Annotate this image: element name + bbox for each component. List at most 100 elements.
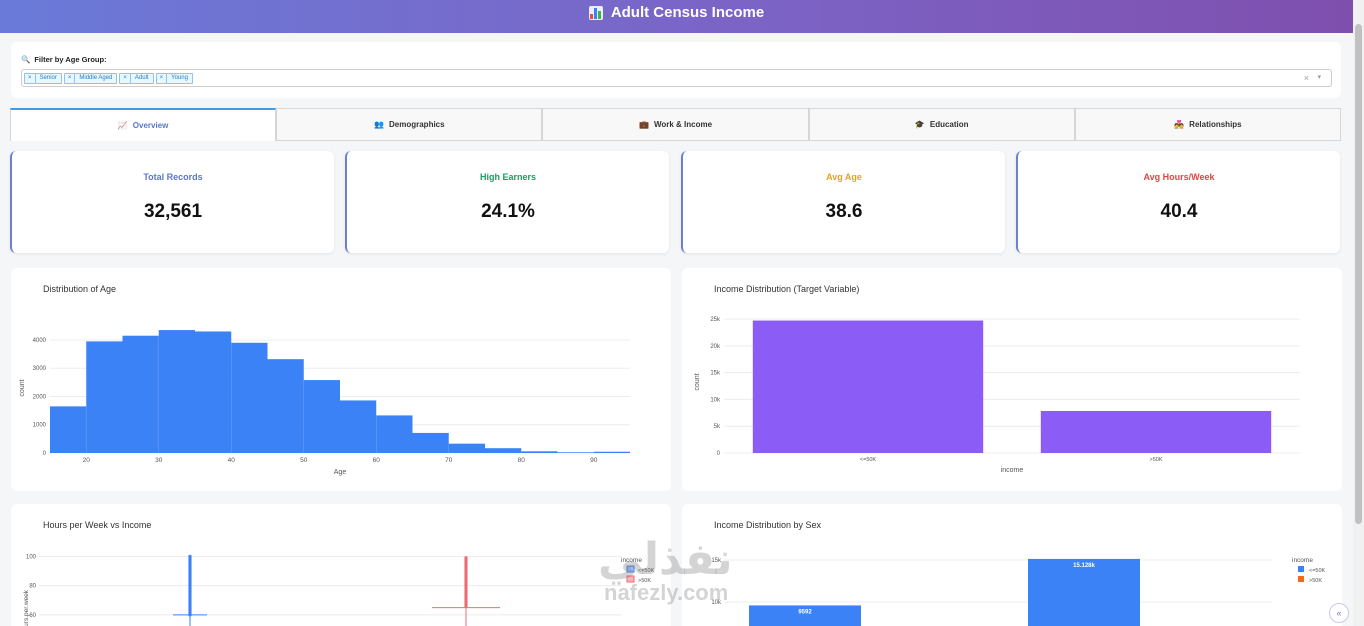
legend-swatch xyxy=(1298,566,1304,572)
y-tick-label: 2000 xyxy=(33,394,47,400)
histogram-bar xyxy=(412,432,449,453)
selected-chips: × Senior × Middle Aged × Adult × Young xyxy=(24,73,193,84)
remove-chip-icon[interactable]: × xyxy=(25,73,36,84)
histogram-bar xyxy=(485,448,522,453)
scrollbar-thumb[interactable] xyxy=(1355,24,1362,524)
kpi-avg-age: Avg Age 38.6 xyxy=(681,151,1005,253)
x-tick-label: 50 xyxy=(300,457,308,464)
y-tick-label: 80 xyxy=(29,584,36,590)
income-bar xyxy=(1028,558,1140,626)
y-axis-label: count xyxy=(19,379,26,396)
clear-all-icon[interactable]: × xyxy=(1303,73,1309,83)
y-tick-label: 15k xyxy=(710,371,721,377)
legend-title: income xyxy=(1292,557,1313,564)
legend-swatch xyxy=(1298,576,1304,582)
app-title: Adult Census Income xyxy=(588,4,765,21)
income-by-sex-panel: Income Distribution by Sex 10k 15k 9592 15.… xyxy=(682,504,1342,626)
page-scrollbar[interactable] xyxy=(1353,0,1364,626)
kpi-value: 38.6 xyxy=(825,201,863,222)
tab-work-income[interactable]: 💼 Work & Income xyxy=(542,108,809,141)
histogram-bar xyxy=(557,452,594,453)
income-sex-chart[interactable]: 10k 15k 9592 15.128k income <=50K >50K xyxy=(682,504,1342,626)
histogram-bar xyxy=(122,335,159,453)
hours-box-chart[interactable]: 60 80 100 hours.per.week income <=50K >50K xyxy=(11,504,671,626)
remove-chip-icon[interactable]: × xyxy=(120,73,131,84)
tab-relationships[interactable]: 💑 Relationships xyxy=(1074,108,1342,141)
chevron-down-icon[interactable]: ▾ xyxy=(1317,74,1321,81)
kpi-avg-hours: Avg Hours/Week 40.4 xyxy=(1016,151,1340,253)
chip-label: Young xyxy=(171,75,188,81)
x-axis-label: income xyxy=(1001,467,1024,474)
magnifier-icon: 🔍 xyxy=(21,55,31,64)
chip-label: Senior xyxy=(39,75,57,81)
graduation-cap-icon: 🎓 xyxy=(914,120,925,129)
x-tick-label: <=50K xyxy=(860,457,877,463)
x-tick-label: 20 xyxy=(83,457,91,464)
y-tick-label: 100 xyxy=(26,554,37,560)
income-bar-chart[interactable]: 0 5k 10k 15k 20k 25k <=50K >50K income count xyxy=(682,268,1342,491)
chart-title: Hours per Week vs Income xyxy=(43,520,152,530)
histogram-bar xyxy=(86,341,123,453)
histogram-bar xyxy=(231,342,268,453)
bar-chart-icon xyxy=(588,5,603,20)
data-label: 15.128k xyxy=(1073,563,1095,569)
chip-label: Middle Aged xyxy=(79,75,113,81)
trend-chart-icon: 📈 xyxy=(117,121,128,130)
app-title-text: Adult Census Income xyxy=(610,4,765,21)
legend-swatch xyxy=(626,565,635,573)
people-icon: 👥 xyxy=(374,120,384,129)
y-tick-label: 1000 xyxy=(33,423,47,429)
kpi-label: Avg Hours/Week xyxy=(1143,172,1215,182)
x-axis-label: Age xyxy=(334,469,347,476)
histogram-bar xyxy=(195,331,232,453)
data-label: 9592 xyxy=(798,609,812,615)
chart-title: Income Distribution (Target Variable) xyxy=(714,284,860,294)
y-tick-label: 4000 xyxy=(33,338,47,344)
briefcase-icon: 💼 xyxy=(638,120,649,129)
legend-title: income xyxy=(621,557,642,564)
tab-label: Work & Income xyxy=(653,120,713,129)
y-tick-label: 5k xyxy=(714,424,721,430)
histogram-bar xyxy=(50,406,87,453)
age-histogram-chart[interactable]: 0 1000 2000 3000 4000 20 30 40 50 60 70 80 90 Age coun… xyxy=(11,268,671,491)
filter-card: 🔍 Filter by Age Group: × Senior × Middle A… xyxy=(11,42,1341,98)
outlier-point xyxy=(464,556,468,560)
income-bar xyxy=(749,605,861,626)
y-tick-label: 25k xyxy=(710,317,721,323)
histogram-bar xyxy=(158,330,195,453)
income-bar xyxy=(752,320,984,453)
x-tick-label: 80 xyxy=(518,457,526,464)
chart-title: Income Distribution by Sex xyxy=(714,520,822,530)
tab-bar: 📈 Overview 👥 Demographics 💼 Work & Income 🎓… xyxy=(10,108,1342,141)
collapse-button[interactable]: « xyxy=(1329,603,1349,623)
tab-overview[interactable]: 📈 Overview xyxy=(10,108,277,141)
tab-demographics[interactable]: 👥 Demographics xyxy=(276,108,543,141)
hours-boxplot-panel: Hours per Week vs Income 60 80 100 hours.pe… xyxy=(11,504,671,626)
legend-label: >50K xyxy=(1309,578,1322,584)
legend-label: >50K xyxy=(638,578,651,584)
tab-education[interactable]: 🎓 Education xyxy=(808,108,1075,141)
couple-icon: 💑 xyxy=(1174,120,1185,129)
x-tick-label: 70 xyxy=(445,457,453,464)
y-tick-label: 0 xyxy=(717,451,721,457)
histogram-bar xyxy=(267,359,304,453)
y-tick-label: 20k xyxy=(710,344,721,350)
x-tick-label: >50K xyxy=(1150,457,1163,463)
remove-chip-icon[interactable]: × xyxy=(65,73,76,84)
age-histogram-panel: Distribution of Age 0 1000 2000 3000 4000 20 3… xyxy=(11,268,671,491)
histogram-bar xyxy=(521,451,558,453)
chip-middle-aged: × Middle Aged xyxy=(63,73,118,84)
age-group-dropdown[interactable]: × Senior × Middle Aged × Adult × Young × ▾ xyxy=(21,69,1332,87)
y-tick-label: 0 xyxy=(43,451,47,457)
chart-title: Distribution of Age xyxy=(43,284,117,294)
kpi-total-records: Total Records 32,561 xyxy=(10,151,334,253)
y-tick-label: 10k xyxy=(710,397,721,403)
kpi-value: 40.4 xyxy=(1160,201,1198,222)
y-axis-label: count xyxy=(694,373,701,390)
remove-chip-icon[interactable]: × xyxy=(157,73,168,84)
tab-label: Overview xyxy=(132,121,169,130)
filter-label-text: Filter by Age Group: xyxy=(34,55,107,64)
tab-label: Demographics xyxy=(389,120,445,129)
x-tick-label: 90 xyxy=(590,457,598,464)
outlier-point xyxy=(188,554,192,558)
